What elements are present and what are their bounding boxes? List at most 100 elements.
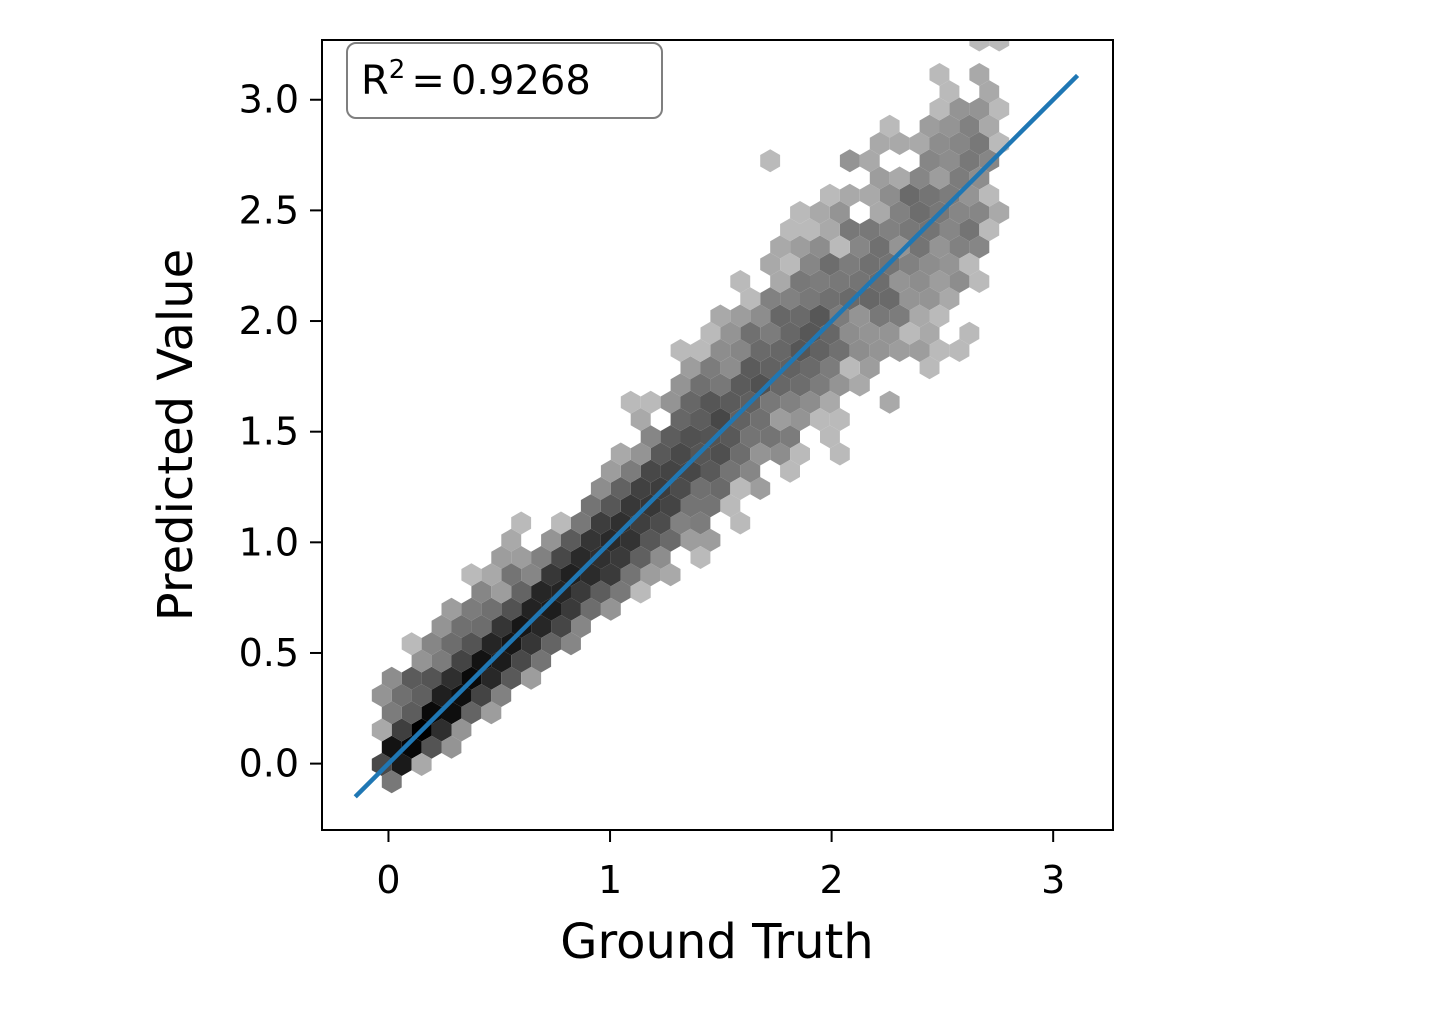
- hexbin-cell: [760, 356, 781, 380]
- hexbin-cell: [969, 97, 990, 121]
- hexbin-cell: [919, 321, 940, 345]
- hexbin-cell: [969, 166, 990, 190]
- hexbin-cell: [670, 408, 691, 431]
- hexbin-cell: [730, 339, 751, 362]
- x-tick-label: 0: [376, 858, 400, 902]
- hexbin-cell: [949, 166, 970, 190]
- hexbin-cell: [600, 494, 621, 518]
- hexbin-cell: [810, 304, 830, 328]
- hexbin-cells: [371, 40, 1010, 794]
- hexbin-cell: [800, 252, 820, 276]
- hexbin-cell: [849, 304, 870, 328]
- hexbin-cell: [411, 684, 432, 707]
- hexbin-cell: [899, 287, 920, 311]
- hexbin-cell: [451, 718, 472, 742]
- hexbin-cell: [481, 563, 502, 587]
- y-tick-label: 1.5: [239, 410, 299, 454]
- hexbin-cell: [740, 459, 761, 483]
- hexbin-cell: [391, 718, 412, 742]
- hexbin-cell: [899, 321, 920, 345]
- hexbin-cell: [829, 270, 850, 293]
- hexbin-cell: [630, 546, 651, 569]
- hexbin-cell: [820, 287, 840, 311]
- hexbin-cell: [839, 287, 860, 311]
- y-tick-label: 0.5: [239, 631, 299, 675]
- hexbin-cell: [461, 632, 482, 656]
- hexbin-cell: [561, 597, 581, 621]
- hexbin-cell: [541, 632, 561, 656]
- hexbin-cell: [790, 442, 810, 466]
- equals-sign: =: [411, 58, 445, 104]
- hexbin-cell: [869, 339, 890, 362]
- hexbin-cell: [750, 373, 771, 397]
- hexbin-cell: [431, 718, 452, 742]
- hexbin-cell: [929, 339, 950, 362]
- hexbin-cell: [650, 546, 671, 569]
- hexbin-cell: [820, 425, 840, 449]
- hexbin-cell: [421, 735, 442, 759]
- hexbin-cell: [969, 235, 990, 259]
- hexbin-cell: [501, 666, 522, 690]
- hexbin-cell: [869, 201, 890, 224]
- hexbin-cell: [760, 287, 781, 311]
- hexbin-cell: [521, 666, 542, 690]
- hexbin-cell: [969, 201, 990, 224]
- hexbin-cell: [660, 563, 681, 587]
- hexbin-cell: [441, 632, 462, 656]
- hexbin-cell: [580, 494, 601, 518]
- y-axis-label: Predicted Value: [148, 249, 204, 621]
- hexbin-cell: [760, 390, 781, 414]
- hexbin-cell: [481, 632, 502, 656]
- hexbin-cell: [929, 166, 950, 190]
- hexbin-cell: [919, 183, 940, 207]
- hexbin-cell: [640, 459, 661, 483]
- hexbin-cell: [770, 442, 791, 466]
- hexbin-cell: [511, 511, 532, 535]
- hexbin-cell: [879, 183, 900, 207]
- hexbin-cell: [800, 356, 820, 380]
- hexbin-cell: [959, 252, 980, 276]
- hexbin-cell: [780, 425, 800, 449]
- hexbin-cell: [590, 546, 611, 569]
- hexbin-cell: [899, 252, 920, 276]
- hexbin-cell: [600, 563, 621, 587]
- hexbin-cell: [859, 218, 880, 242]
- hexbin-cell: [720, 425, 741, 449]
- hexbin-cell: [929, 132, 950, 155]
- hexbin-cell: [859, 356, 880, 380]
- hexbin-cell: [481, 701, 502, 725]
- hexbin-cell: [790, 201, 810, 224]
- hexbin-cell: [939, 287, 960, 311]
- hexbin-cell: [839, 149, 860, 173]
- hexbin-cell: [561, 528, 581, 552]
- hexbin-cell: [441, 597, 462, 621]
- annotation-box: [346, 42, 663, 119]
- hexbin-cell: [760, 252, 781, 276]
- hexbin-cell: [839, 218, 860, 242]
- hexbin-cell: [580, 528, 601, 552]
- hexbin-cell: [839, 183, 860, 207]
- y-tick-label: 0.0: [239, 742, 299, 786]
- hexbin-cell: [800, 390, 820, 414]
- hexbin-cell: [829, 442, 850, 466]
- hexbin-cell: [760, 149, 781, 173]
- hexbin-cell: [551, 546, 571, 569]
- hexbin-cell: [690, 546, 711, 569]
- hexbin-cell: [839, 356, 860, 380]
- hexbin-cell: [780, 356, 800, 380]
- hexbin-cell: [541, 563, 561, 587]
- hexbin-cell: [869, 304, 890, 328]
- hexbin-cell: [810, 270, 830, 293]
- hexbin-cell: [939, 114, 960, 138]
- hexbin-cell: [790, 408, 810, 431]
- hexbin-cell: [501, 563, 522, 587]
- y-tick-label: 3.0: [239, 78, 299, 122]
- hexbin-cell: [929, 235, 950, 259]
- hexbin-cell: [561, 563, 581, 587]
- hexbin-cell: [909, 270, 930, 293]
- hexbin-cell: [381, 666, 402, 690]
- hexbin-cell: [680, 494, 701, 518]
- hexbin-cell: [770, 408, 791, 431]
- hexbin-cell: [800, 287, 820, 311]
